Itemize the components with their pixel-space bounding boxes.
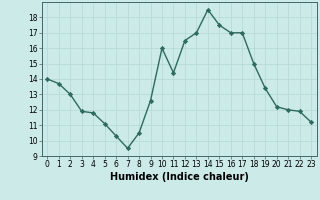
X-axis label: Humidex (Indice chaleur): Humidex (Indice chaleur) bbox=[110, 172, 249, 182]
